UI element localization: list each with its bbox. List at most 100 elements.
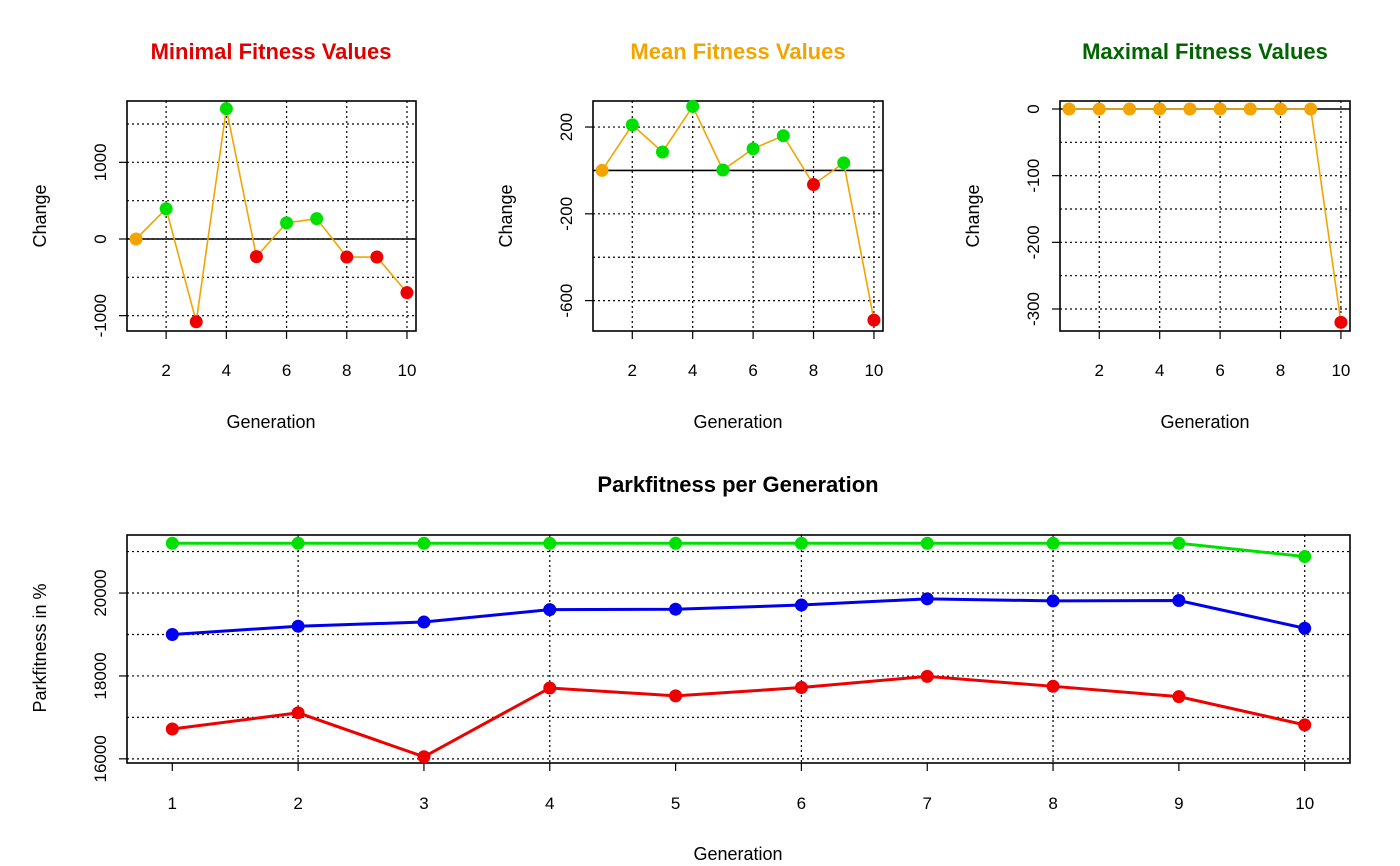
change-point: [1122, 102, 1136, 116]
panel-minimal-fitness: Minimal Fitness Values Generation Change: [30, 39, 391, 432]
change-point: [400, 286, 414, 300]
change-point: [1274, 102, 1288, 116]
data-point-min: [165, 722, 179, 736]
plot-frame: [126, 534, 1351, 764]
data-point-mean: [1172, 593, 1186, 607]
panel-title-maximal: Maximal Fitness Values: [1082, 39, 1328, 64]
y-tick-label: 0: [91, 234, 110, 243]
plot-area-0: 2 4 6 8 10 -1000 0 1000: [91, 100, 417, 380]
x-tick-label: 2: [1095, 361, 1104, 380]
change-point: [280, 216, 294, 230]
change-point: [776, 129, 790, 143]
data-point-mean: [1298, 621, 1312, 635]
x-axis-label-parkfitness: Generation: [693, 844, 782, 864]
x-tick-label: 8: [342, 361, 351, 380]
change-point: [1092, 102, 1106, 116]
x-tick-label: 4: [688, 361, 697, 380]
x-tick-label: 6: [748, 361, 757, 380]
change-point: [1213, 102, 1227, 116]
x-tick-label: 2: [628, 361, 637, 380]
change-line: [601, 104, 875, 321]
data-point-mean: [1046, 594, 1060, 608]
y-tick-label: -600: [557, 284, 576, 318]
x-tick-label: 7: [923, 794, 932, 813]
change-point: [1062, 102, 1076, 116]
plot-area-3: 1 2 3 4 5 6 7 8 9 10 16000 18000 20000: [91, 534, 1351, 813]
x-tick-label: 6: [282, 361, 291, 380]
data-point-min: [1172, 690, 1186, 704]
x-tick-label: 8: [1276, 361, 1285, 380]
data-point-mean: [543, 603, 557, 617]
change-point: [595, 163, 609, 177]
x-tick-label: 6: [1215, 361, 1224, 380]
data-point-max: [165, 536, 179, 550]
change-point: [1304, 102, 1318, 116]
change-point: [159, 202, 173, 216]
x-axis-label-minimal: Generation: [226, 412, 315, 432]
change-point: [807, 178, 821, 192]
x-tick-label: 8: [1048, 794, 1057, 813]
panel-mean-fitness: Mean Fitness Values Generation Change: [496, 39, 846, 432]
series-line-max: [172, 541, 1305, 559]
y-tick-label: 20000: [91, 569, 110, 616]
x-axis-label-maximal: Generation: [1160, 412, 1249, 432]
data-point-mean: [794, 598, 808, 612]
x-tick-label: 2: [293, 794, 302, 813]
x-tick-label: 8: [809, 361, 818, 380]
series-line-min: [172, 674, 1306, 759]
panel-parkfitness: Parkfitness per Generation Generation Pa…: [30, 472, 879, 864]
data-point-max: [1046, 536, 1060, 550]
y-tick-label: -200: [557, 197, 576, 231]
panel-title-minimal: Minimal Fitness Values: [151, 39, 392, 64]
y-tick-label: 18000: [91, 652, 110, 699]
change-point: [1243, 102, 1257, 116]
y-axis-label-minimal: Change: [30, 184, 50, 247]
change-point: [249, 250, 263, 264]
y-tick-label: -1000: [91, 294, 110, 337]
x-tick-label: 10: [864, 361, 883, 380]
change-point: [746, 142, 760, 156]
change-line: [1069, 108, 1342, 323]
x-tick-label: 4: [1155, 361, 1164, 380]
x-tick-label: 1: [168, 794, 177, 813]
series-line-mean: [172, 597, 1306, 636]
y-tick-label: -200: [1024, 225, 1043, 259]
data-point-min: [291, 706, 305, 720]
x-tick-label: 3: [419, 794, 428, 813]
change-point: [189, 315, 203, 329]
change-point: [686, 99, 700, 113]
data-point-mean: [920, 592, 934, 606]
data-point-min: [1298, 718, 1312, 732]
plot-area-1: 2 4 6 8 10 -600 -200 200: [557, 99, 884, 380]
x-tick-label: 10: [1331, 361, 1350, 380]
data-point-max: [543, 536, 557, 550]
data-point-min: [1046, 679, 1060, 693]
data-point-mean: [291, 619, 305, 633]
change-point: [867, 313, 881, 327]
plot-frame: [126, 100, 417, 332]
data-point-min: [794, 681, 808, 695]
panel-title-mean: Mean Fitness Values: [630, 39, 845, 64]
x-tick-label: 5: [671, 794, 680, 813]
plot-area-2: 2 4 6 8 10 -300 -200 -100 0: [1024, 100, 1351, 380]
panel-title-parkfitness: Parkfitness per Generation: [597, 472, 878, 497]
x-tick-label: 4: [545, 794, 554, 813]
change-point: [129, 232, 143, 246]
y-tick-label: 200: [557, 113, 576, 141]
x-tick-label: 6: [797, 794, 806, 813]
data-point-max: [1298, 550, 1312, 564]
change-point: [716, 163, 730, 177]
data-point-mean: [669, 602, 683, 616]
x-tick-label: 2: [161, 361, 170, 380]
change-point: [1334, 315, 1348, 329]
data-point-min: [417, 750, 431, 764]
change-point: [837, 156, 851, 170]
data-point-min: [920, 669, 934, 683]
x-tick-label: 9: [1174, 794, 1183, 813]
panel-maximal-fitness: Maximal Fitness Values Generation Change: [963, 39, 1328, 432]
y-tick-label: 16000: [91, 735, 110, 782]
change-point: [655, 145, 669, 159]
change-point: [1153, 102, 1167, 116]
x-axis-label-mean: Generation: [693, 412, 782, 432]
y-axis-label-maximal: Change: [963, 184, 983, 247]
